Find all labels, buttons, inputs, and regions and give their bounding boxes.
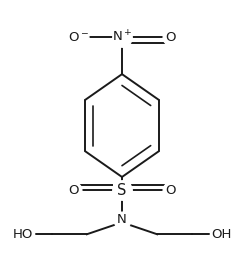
Text: O: O	[165, 184, 176, 197]
Text: O: O	[165, 31, 176, 44]
Text: O$^-$: O$^-$	[68, 31, 89, 44]
Text: S: S	[117, 183, 127, 198]
Text: OH: OH	[211, 228, 232, 241]
Text: HO: HO	[12, 228, 33, 241]
Text: O: O	[68, 184, 79, 197]
Text: N$^+$: N$^+$	[112, 30, 132, 45]
Text: N: N	[117, 213, 127, 226]
